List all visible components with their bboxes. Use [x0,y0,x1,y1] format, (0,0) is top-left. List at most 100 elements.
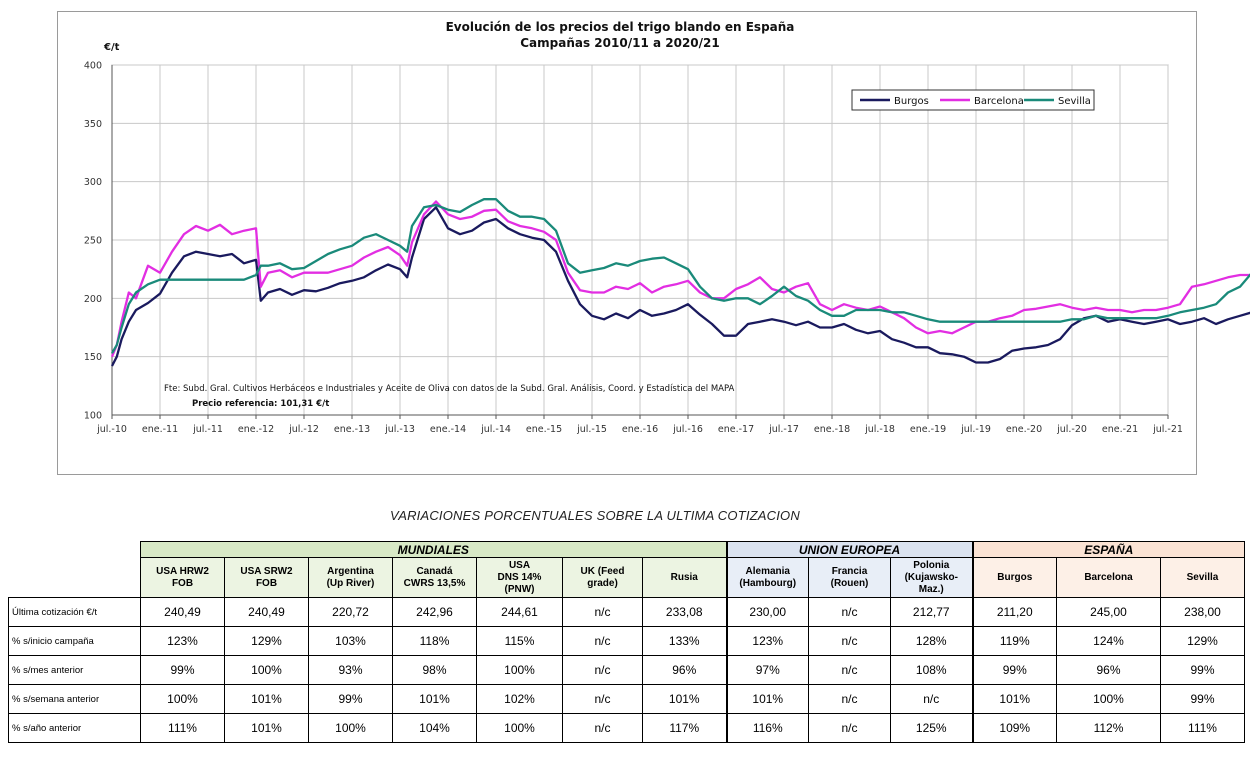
column-header: USA HRW2 FOB [140,557,225,598]
y-tick-label: 200 [84,294,102,305]
table-cell: 111% [1160,713,1245,743]
table-cell: 99% [1160,684,1245,714]
column-header: USA SRW2 FOB [224,557,309,598]
group-union-europea: UNION EUROPEA [725,541,973,558]
table-cell: 211,20 [971,597,1057,627]
table-cell: n/c [562,626,643,656]
table-row: % s/año anterior 111% 101% 100% 104% 100% n/c 1… [8,713,1245,743]
group-mundiales: MUNDIALES [140,541,727,558]
table-cell: 242,96 [392,597,477,627]
x-tick-label: ene.-15 [526,424,562,435]
row-label: Última cotización €/t [8,597,141,627]
series-line-sevilla [111,198,1250,354]
table-cell: 125% [890,713,973,743]
chart-subtitle: Campañas 2010/11 a 2020/21 [520,36,719,50]
table-cell: 99% [308,684,393,714]
x-tick-label: jul.-12 [288,424,319,435]
table-cell: n/c [808,597,891,627]
x-tick-label: jul.-21 [1152,424,1183,435]
table-cell: 102% [476,684,563,714]
table-row: % s/semana anterior 100% 101% 99% 101% 102% n/… [8,684,1245,714]
table-cell: 240,49 [140,597,225,627]
column-header: Sevilla [1160,557,1245,598]
x-tick-label: ene.-20 [1006,424,1042,435]
blank-corner-2 [8,557,141,598]
table-cell: 100% [476,713,563,743]
table-cell: 109% [971,713,1057,743]
table-cell: 133% [642,626,727,656]
table-cell: 104% [392,713,477,743]
table-cell: 238,00 [1160,597,1245,627]
table-cell: 99% [140,655,225,685]
row-label: % s/mes anterior [8,655,141,685]
table-cell: n/c [562,655,643,685]
table-cell: 101% [224,684,309,714]
table-cell: 124% [1056,626,1161,656]
column-header: Alemania (Hambourg) [725,557,809,598]
price-variation-table: MUNDIALES UNION EUROPEA ESPAÑA USA HRW2 F… [8,541,1245,743]
row-label: % s/semana anterior [8,684,141,714]
table-cell: 230,00 [725,597,809,627]
table-cell: n/c [808,684,891,714]
table-title: VARIACIONES PORCENTUALES SOBRE LA ULTIMA… [390,508,800,523]
series-line-barcelona [110,200,1250,358]
column-header: UK (Feed grade) [562,557,643,598]
y-tick-label: 300 [84,177,102,188]
table-cell: 100% [476,655,563,685]
table-cell: 244,61 [476,597,563,627]
table-cell: 128% [890,626,973,656]
table-cell: n/c [562,684,643,714]
legend-label: Barcelona [974,96,1024,107]
table-cell: n/c [808,626,891,656]
legend-box [851,89,1095,111]
table-cell: 100% [1056,684,1161,714]
row-label: % s/año anterior [8,713,141,743]
source-note: Fte: Subd. Gral. Cultivos Herbáceos e In… [164,384,735,394]
x-tick-label: jul.-15 [576,424,607,435]
x-tick-label: jul.-18 [864,424,895,435]
table-cell: n/c [808,713,891,743]
table-cell: 97% [725,655,809,685]
table-cell: 96% [642,655,727,685]
table-cell: n/c [890,684,973,714]
table-cell: 101% [725,684,809,714]
table-cell: 100% [308,713,393,743]
y-tick-label: 350 [84,119,102,130]
table-cell: 118% [392,626,477,656]
table-cell: 101% [971,684,1057,714]
table-cell: 212,77 [890,597,973,627]
x-tick-label: ene.-11 [142,424,178,435]
column-header: Polonia (Kujawsko- Maz.) [890,557,973,598]
x-tick-label: jul.-16 [672,424,703,435]
table-cell: 100% [140,684,225,714]
x-tick-label: ene.-16 [622,424,658,435]
x-tick-label: jul.-14 [480,424,511,435]
table-cell: 129% [1160,626,1245,656]
y-axis-label: €/t [103,42,120,53]
column-header: Canadá CWRS 13,5% [392,557,477,598]
reference-note: Precio referencia: 101,31 €/t [192,399,329,409]
table-cell: n/c [562,597,643,627]
y-tick-label: 100 [84,411,102,422]
x-tick-label: jul.-11 [192,424,223,435]
x-tick-label: jul.-20 [1056,424,1087,435]
y-tick-label: 150 [84,352,102,363]
chart-title: Evolución de los precios del trigo bland… [446,20,795,34]
table-row: % s/inicio campaña 123% 129% 103% 118% 115% n/… [8,626,1245,656]
x-tick-label: ene.-17 [718,424,754,435]
table-cell: 123% [140,626,225,656]
table-cell: 108% [890,655,973,685]
x-tick-label: ene.-12 [238,424,274,435]
x-tick-label: jul.-19 [960,424,991,435]
table-cell: 101% [642,684,727,714]
column-header: Barcelona [1056,557,1161,598]
blank-corner [8,541,141,558]
column-header: Rusia [642,557,727,598]
column-header: Burgos [971,557,1057,598]
table-cell: 112% [1056,713,1161,743]
legend-label: Burgos [894,96,929,107]
x-tick-label: jul.-13 [384,424,415,435]
x-tick-label: ene.-19 [910,424,946,435]
table-cell: 233,08 [642,597,727,627]
table-cell: 99% [1160,655,1245,685]
